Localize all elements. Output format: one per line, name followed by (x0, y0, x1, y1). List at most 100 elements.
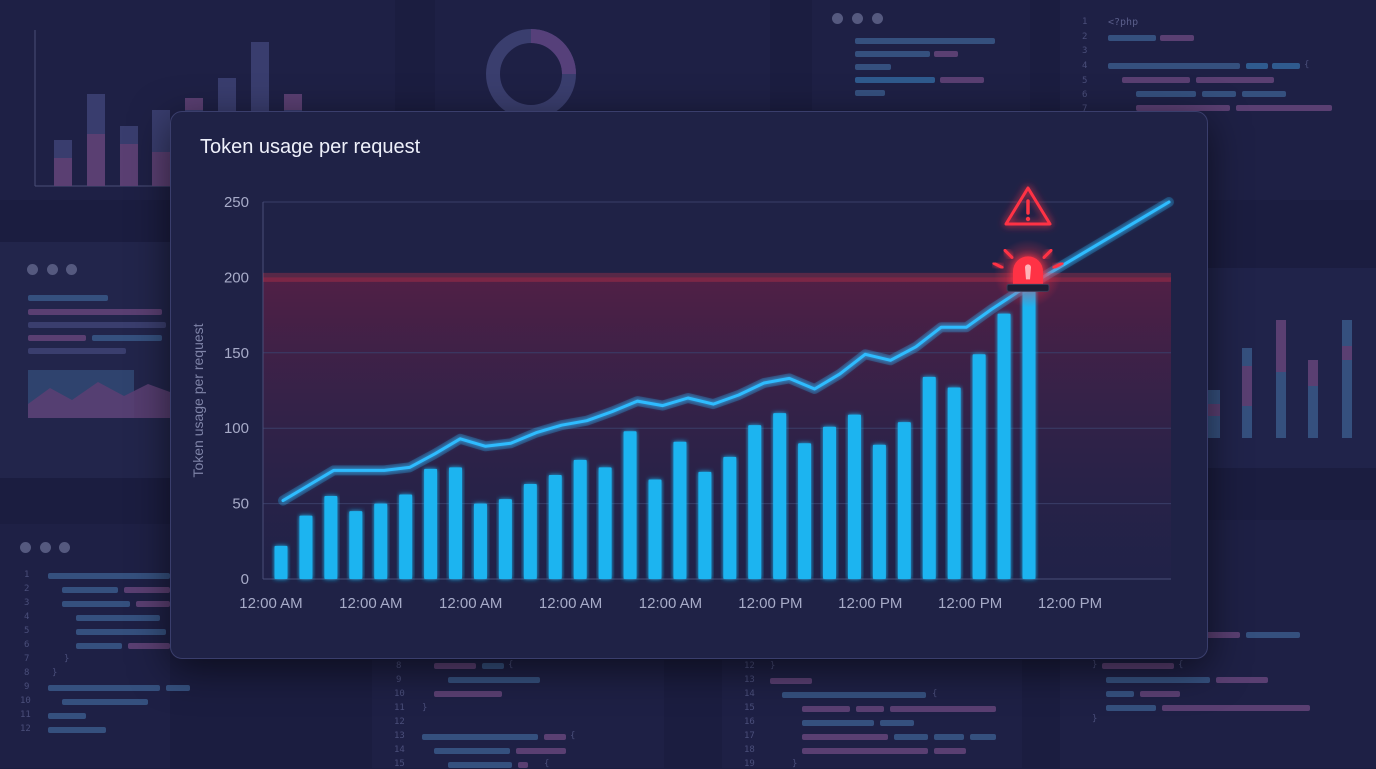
bg-line-number: 5 (1082, 76, 1088, 86)
bg-line-number: 3 (24, 598, 30, 608)
y-tick-label: 250 (224, 194, 249, 211)
bg-code-brace: } (792, 759, 798, 769)
bar (498, 499, 512, 579)
bar (473, 503, 487, 579)
bg-code-line (934, 748, 966, 754)
bg-code-line (1108, 35, 1156, 41)
siren-ray (992, 261, 1004, 269)
bg-code-line (855, 64, 891, 70)
chart-title: Token usage per request (200, 136, 421, 158)
bg-code-line (934, 734, 964, 740)
chart-card: Token usage per request (170, 111, 1208, 659)
bg-code-line (880, 720, 914, 726)
bg-line-number: 12 (20, 724, 31, 734)
bg-code-line (856, 706, 884, 712)
bg-code-line (48, 685, 160, 691)
bar (623, 431, 637, 579)
bar (823, 426, 837, 579)
bar (374, 503, 388, 579)
bg-code-line (1106, 691, 1134, 697)
bg-line-number: 14 (394, 745, 405, 755)
bg-code-brace: { (544, 759, 550, 769)
bar-series (274, 269, 1036, 579)
bg-donut-chart (486, 29, 576, 119)
bg-code-line (1196, 77, 1274, 83)
bg-line-number: 9 (396, 675, 402, 685)
bg-code-brace: } (52, 668, 58, 678)
bg-code-brace: } (1092, 714, 1098, 724)
x-tick-label: 12:00 AM (339, 595, 402, 612)
bg-line-number: 14 (744, 689, 755, 699)
bg-line-number: 18 (744, 745, 755, 755)
bg-line-number: 3 (1082, 46, 1088, 56)
bg-code-text: <?php (1108, 17, 1139, 28)
bg-code-line (770, 678, 812, 684)
bg-line-number: 15 (394, 759, 405, 769)
bg-code-line (894, 734, 928, 740)
bg-code-line (516, 748, 566, 754)
bg-code-line (1216, 677, 1268, 683)
bg-code-line (855, 51, 930, 57)
bar (847, 414, 861, 579)
bg-line-number: 11 (20, 710, 31, 720)
bg-code-line (1136, 91, 1196, 97)
bg-code-line (802, 706, 850, 712)
bg-line-number: 7 (1082, 104, 1088, 114)
bar (997, 313, 1011, 579)
bg-code-line (934, 51, 958, 57)
bg-code-line (1162, 705, 1310, 711)
bg-code-line (136, 601, 170, 607)
bg-line-number: 1 (1082, 17, 1088, 27)
bg-code-line (1272, 63, 1300, 69)
bar (972, 354, 986, 579)
alert-group (992, 186, 1064, 308)
y-tick-label: 0 (241, 571, 249, 588)
bg-code-line (802, 720, 874, 726)
bg-code-line (940, 77, 984, 83)
bar (598, 467, 612, 579)
bg-window-dot (20, 542, 31, 553)
token-usage-chart: 0 50 100 150 200 250 12:00 AM 12:00 AM 12:00 AM 1… (190, 186, 1174, 612)
bg-code-line (434, 748, 510, 754)
bg-code-line (1108, 63, 1240, 69)
bg-mini-bar-chart-right (1208, 320, 1352, 438)
x-tick-label: 12:00 PM (938, 595, 1002, 612)
bg-code-line (166, 685, 190, 691)
bg-window-dot (832, 13, 843, 24)
bg-code-line (28, 309, 162, 315)
bg-code-line (855, 77, 935, 83)
bar (573, 459, 587, 579)
bg-code-line (62, 699, 148, 705)
bg-code-brace: } (770, 661, 776, 671)
bg-code-line (1242, 91, 1286, 97)
bg-line-number: 6 (24, 640, 30, 650)
axes (262, 202, 1171, 580)
bar (523, 483, 537, 579)
bg-code-brace: { (932, 689, 938, 699)
y-axis-title: Token usage per request (190, 323, 206, 477)
bg-code-line (128, 643, 170, 649)
bar (947, 387, 961, 579)
bg-code-line (434, 663, 476, 669)
bg-code-line (48, 713, 86, 719)
bar (773, 413, 787, 579)
bar (872, 444, 886, 579)
warning-dot (1025, 216, 1031, 222)
bg-code-line (482, 663, 504, 669)
bar (349, 511, 363, 579)
y-tick-label: 200 (224, 269, 249, 286)
bg-line-number: 7 (24, 654, 30, 664)
bar (1022, 269, 1036, 579)
bg-window-dot (27, 264, 38, 275)
bg-code-line (28, 322, 166, 328)
bg-code-line (1122, 77, 1190, 83)
bg-code-line (28, 335, 86, 341)
bg-line-number: 11 (394, 703, 405, 713)
y-tick-label: 50 (232, 496, 249, 513)
bg-code-brace: { (1304, 60, 1310, 70)
bg-line-number: 6 (1082, 90, 1088, 100)
bg-code-line (1106, 705, 1156, 711)
bg-code-line (422, 734, 538, 740)
bg-line-number: 2 (24, 584, 30, 594)
tick-labels: 0 50 100 150 200 250 12:00 AM 12:00 AM 12:00 AM 1… (224, 194, 1102, 612)
